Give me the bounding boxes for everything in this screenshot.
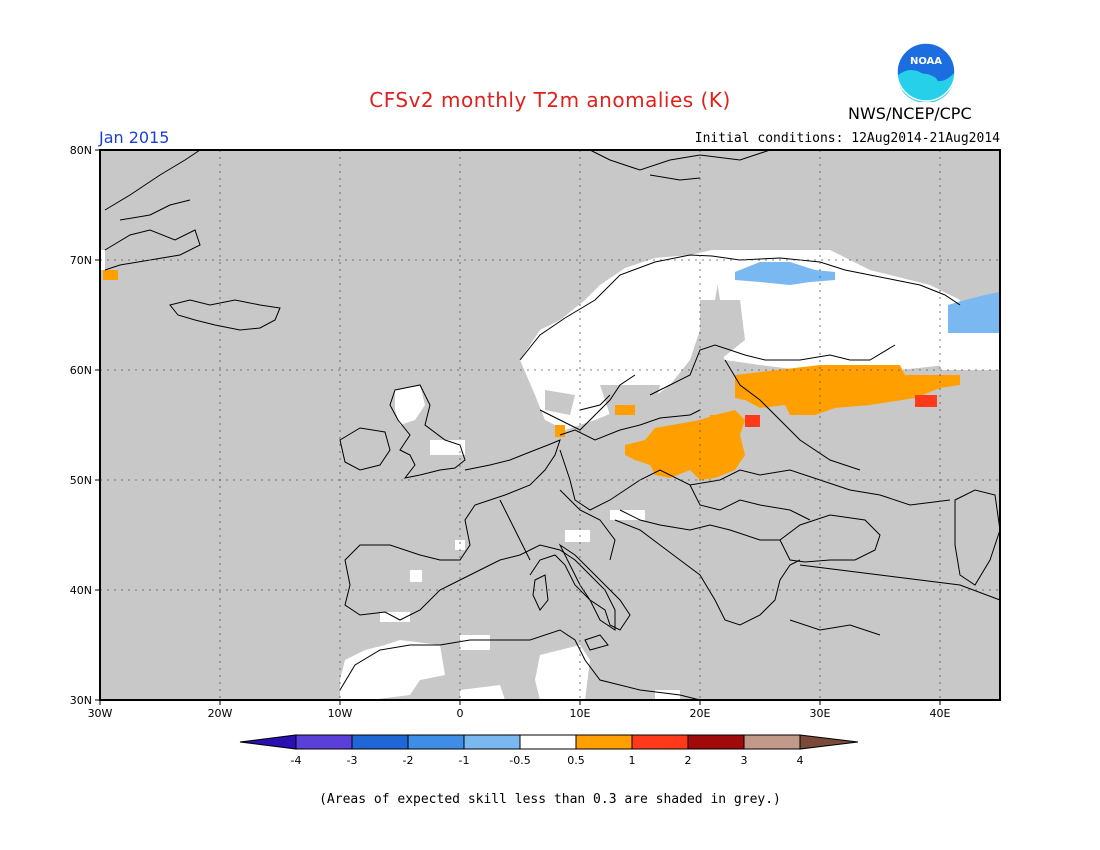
anomaly-region-finland-cold [735,262,835,285]
colorbar-label: 3 [741,754,748,767]
colorbar-segment [519,734,577,750]
colorbar-label: 4 [797,754,804,767]
colorbar-label: -2 [403,754,414,767]
map-figure: 30W 20W 10W 0 10E 20E 30E 40E 30N 40N 50… [70,144,1001,767]
skill-footnote: (Areas of expected skill less than 0.3 a… [319,792,781,807]
lon-tick: 20W [208,707,233,720]
axis-ticks [95,149,941,705]
logo-text: NOAA [910,56,942,67]
colorbar-label: 1 [629,754,636,767]
coastlines [104,149,1001,701]
colorbar: -4 -3 -2 -1 -0.5 0.5 1 2 3 4 [239,734,859,767]
lon-tick-labels: 30W 20W 10W 0 10E 20E 30E 40E [88,707,951,720]
colorbar-segment [351,734,409,750]
anomaly-region-nw-russia-cold [948,292,1000,333]
map-background [100,150,1000,700]
lon-tick: 10W [328,707,353,720]
map-frame [99,149,1001,701]
noaa-logo: NOAA [896,42,956,106]
map-gridlines [100,150,1000,700]
colorbar-label: -0.5 [509,754,530,767]
colorbar-segment [575,734,633,750]
colorbar-segment [631,734,689,750]
lon-tick: 20E [690,707,711,720]
lon-tick: 40E [930,707,951,720]
lat-tick: 80N [70,144,92,157]
lat-tick: 30N [70,694,92,707]
colorbar-segment [295,734,353,750]
lon-tick: 10E [570,707,591,720]
lon-tick: 0 [457,707,464,720]
colorbar-end-low [239,734,297,750]
initial-conditions: Initial conditions: 12Aug2014-21Aug2014 [694,131,1000,146]
lat-tick: 40N [70,584,92,597]
lat-tick: 50N [70,474,92,487]
chart-title: CFSv2 monthly T2m anomalies (K) [369,88,731,112]
lon-tick: 30W [88,707,113,720]
colorbar-label: -3 [347,754,358,767]
colorbar-segment [743,734,801,750]
colorbar-segment [463,734,521,750]
colorbar-segment [687,734,745,750]
anomaly-cell-red [745,415,760,427]
anomaly-region-greenland-warm [103,270,118,280]
lat-tick-labels: 30N 40N 50N 60N 70N 80N [70,144,92,707]
target-month: Jan 2015 [99,128,170,147]
colorbar-segment [407,734,465,750]
colorbar-label: 0.5 [567,754,585,767]
colorbar-label: -4 [291,754,302,767]
colorbar-label: -1 [459,754,470,767]
agency-label: NWS/NCEP/CPC [848,104,972,123]
lat-tick: 60N [70,364,92,377]
lat-tick: 70N [70,254,92,267]
anomaly-region-north-africa [340,640,445,700]
anomaly-cell-red [915,395,937,407]
colorbar-label: 2 [685,754,692,767]
colorbar-end-high [799,734,859,750]
anomaly-region-western-russia-warm [735,365,960,415]
anomaly-region-scotland [395,385,425,425]
lon-tick: 30E [810,707,831,720]
